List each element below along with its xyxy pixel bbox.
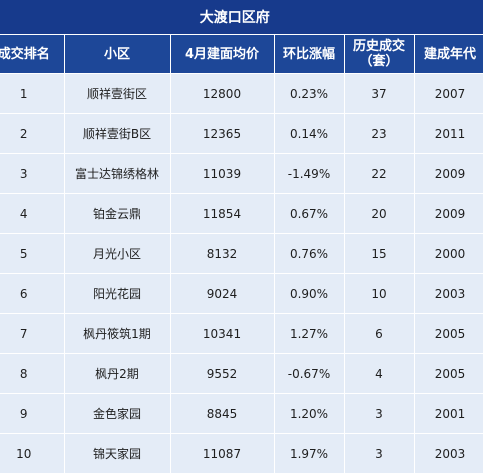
table-row: 5 月光小区 8132 0.76% 15 2000	[0, 233, 483, 274]
rank-cell: 9	[0, 393, 65, 434]
community-name-cell: 枫丹筱筑1期	[64, 313, 171, 354]
change-cell: 0.76%	[274, 233, 345, 274]
deals-cell: 6	[344, 313, 415, 354]
rank-cell: 3	[0, 153, 65, 194]
table-row: 10 锦天家园 11087 1.97% 3 2003	[0, 433, 483, 474]
price-cell: 11039	[170, 153, 275, 194]
year-cell: 2005	[414, 313, 483, 354]
header-price-label: 4月建面均价	[184, 46, 260, 62]
year-cell: 2007	[414, 73, 483, 114]
header-change-label: 环比涨幅	[282, 46, 335, 62]
header-deals: 历史成交 （套）	[344, 34, 415, 74]
year-cell: 2011	[414, 113, 483, 154]
community-name-cell: 顺祥壹街区	[64, 73, 171, 114]
header-community-label: 小区	[103, 46, 130, 62]
change-cell: 1.20%	[274, 393, 345, 434]
table-row: 3 富士达锦绣格林 11039 -1.49% 22 2009	[0, 153, 483, 194]
table-row: 1 顺祥壹街区 12800 0.23% 37 2007	[0, 73, 483, 114]
rank-cell: 5	[0, 233, 65, 274]
table-row: 4 铂金云鼎 11854 0.67% 20 2009	[0, 193, 483, 234]
change-cell: -1.49%	[274, 153, 345, 194]
deals-cell: 15	[344, 233, 415, 274]
rank-cell: 4	[0, 193, 65, 234]
price-cell: 11087	[170, 433, 275, 474]
community-name-cell: 阳光花园	[64, 273, 171, 314]
price-cell: 11854	[170, 193, 275, 234]
header-rank: 成交排名	[0, 34, 65, 74]
header-change: 环比涨幅	[274, 34, 345, 74]
header-deals-label: 历史成交	[352, 39, 405, 54]
year-cell: 2009	[414, 193, 483, 234]
deals-cell: 20	[344, 193, 415, 234]
deals-cell: 22	[344, 153, 415, 194]
header-year-label: 建成年代	[423, 46, 476, 62]
rank-cell: 10	[0, 433, 65, 474]
deals-cell: 3	[344, 393, 415, 434]
rank-cell: 7	[0, 313, 65, 354]
change-cell: 0.14%	[274, 113, 345, 154]
table-row: 8 枫丹2期 9552 -0.67% 4 2005	[0, 353, 483, 394]
change-cell: 0.90%	[274, 273, 345, 314]
table-title-row: 大渡口区府	[0, 0, 483, 35]
community-name-cell: 顺祥壹街B区	[64, 113, 171, 154]
community-name-cell: 月光小区	[64, 233, 171, 274]
header-rank-label: 成交排名	[0, 46, 50, 62]
header-deals-unit: （套）	[359, 54, 399, 69]
year-cell: 2009	[414, 153, 483, 194]
rank-cell: 1	[0, 73, 65, 114]
rank-cell: 2	[0, 113, 65, 154]
community-name-cell: 铂金云鼎	[64, 193, 171, 234]
deals-cell: 23	[344, 113, 415, 154]
table-row: 7 枫丹筱筑1期 10341 1.27% 6 2005	[0, 313, 483, 354]
table-row: 9 金色家园 8845 1.20% 3 2001	[0, 393, 483, 434]
price-cell: 9024	[170, 273, 275, 314]
header-community: 小区	[64, 34, 171, 74]
year-cell: 2005	[414, 353, 483, 394]
rank-cell: 8	[0, 353, 65, 394]
header-price: 4月建面均价	[170, 34, 275, 74]
community-name-cell: 枫丹2期	[64, 353, 171, 394]
deals-cell: 3	[344, 433, 415, 474]
change-cell: 0.67%	[274, 193, 345, 234]
change-cell: 1.97%	[274, 433, 345, 474]
price-cell: 12365	[170, 113, 275, 154]
price-cell: 8132	[170, 233, 275, 274]
change-cell: 0.23%	[274, 73, 345, 114]
price-cell: 10341	[170, 313, 275, 354]
year-cell: 2001	[414, 393, 483, 434]
table-header-row: 成交排名 小区 4月建面均价 环比涨幅 历史成交 （套） 建成年代	[0, 34, 483, 74]
header-year: 建成年代	[414, 34, 483, 74]
community-name-cell: 金色家园	[64, 393, 171, 434]
community-name-cell: 锦天家园	[64, 433, 171, 474]
year-cell: 2003	[414, 433, 483, 474]
year-cell: 2003	[414, 273, 483, 314]
price-cell: 9552	[170, 353, 275, 394]
table-row: 2 顺祥壹街B区 12365 0.14% 23 2011	[0, 113, 483, 154]
change-cell: -0.67%	[274, 353, 345, 394]
price-cell: 12800	[170, 73, 275, 114]
table-body: 1 顺祥壹街区 12800 0.23% 37 2007 2 顺祥壹街B区 12365 0.14% 2…	[0, 73, 483, 474]
table-row: 6 阳光花园 9024 0.90% 10 2003	[0, 273, 483, 314]
deals-cell: 37	[344, 73, 415, 114]
table-title: 大渡口区府	[0, 0, 483, 35]
rank-cell: 6	[0, 273, 65, 314]
price-cell: 8845	[170, 393, 275, 434]
deals-cell: 10	[344, 273, 415, 314]
deals-cell: 4	[344, 353, 415, 394]
year-cell: 2000	[414, 233, 483, 274]
change-cell: 1.27%	[274, 313, 345, 354]
community-name-cell: 富士达锦绣格林	[64, 153, 171, 194]
